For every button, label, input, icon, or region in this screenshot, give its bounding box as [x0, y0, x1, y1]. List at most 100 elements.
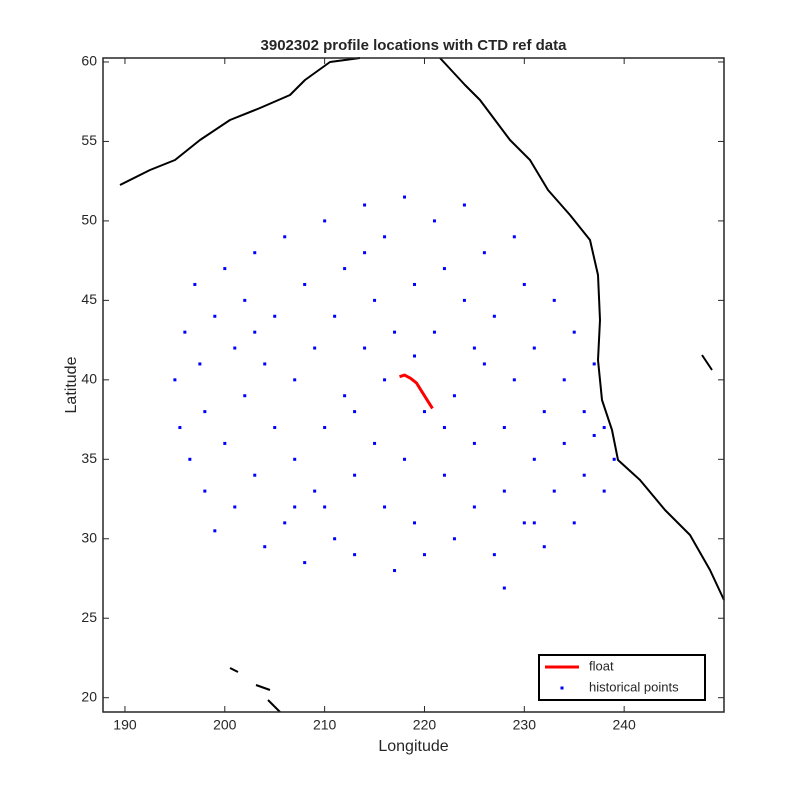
historical-point — [283, 235, 287, 239]
historical-point — [612, 457, 616, 461]
historical-point — [383, 235, 387, 239]
chart-title: 3902302 profile locations with CTD ref d… — [261, 37, 568, 54]
historical-point — [203, 410, 207, 414]
historical-point — [383, 378, 387, 382]
historical-point — [552, 298, 556, 302]
historical-point — [343, 394, 347, 398]
historical-point — [243, 298, 247, 302]
y-tick-label: 45 — [81, 291, 97, 307]
historical-point — [472, 346, 476, 350]
historical-point — [323, 505, 327, 509]
historical-point — [512, 235, 516, 239]
x-tick-label: 220 — [413, 717, 437, 733]
historical-point — [542, 410, 546, 414]
historical-point — [188, 457, 192, 461]
historical-point — [273, 426, 277, 430]
x-tick-label: 210 — [313, 717, 337, 733]
historical-point — [303, 282, 307, 286]
plot-frame — [102, 57, 725, 713]
x-tick-label: 190 — [113, 717, 137, 733]
historical-point — [592, 362, 596, 366]
historical-point — [452, 537, 456, 541]
historical-point — [442, 426, 446, 430]
historical-point — [233, 505, 237, 509]
legend-label: historical points — [589, 679, 679, 694]
historical-point — [562, 441, 566, 445]
historical-point — [532, 346, 536, 350]
historical-point — [492, 553, 496, 557]
historical-point — [353, 553, 357, 557]
historical-point — [193, 282, 197, 286]
historical-point — [532, 521, 536, 525]
historical-point — [432, 219, 436, 223]
historical-point — [403, 195, 407, 199]
coastline — [119, 57, 725, 713]
historical-point — [293, 457, 297, 461]
historical-point — [213, 529, 217, 533]
coastline-alaska — [119, 57, 361, 186]
historical-point — [452, 394, 456, 398]
historical-point — [343, 267, 347, 271]
historical-point — [303, 561, 307, 565]
historical-point — [582, 473, 586, 477]
historical-point — [178, 426, 182, 430]
y-tick-label: 35 — [81, 450, 97, 466]
historical-point — [552, 489, 556, 493]
y-axis-label: Latitude — [63, 356, 80, 413]
historical-point — [243, 394, 247, 398]
x-tick-label: 230 — [513, 717, 537, 733]
historical-point — [233, 346, 237, 350]
historical-point — [393, 569, 397, 573]
historical-point — [323, 219, 327, 223]
historical-point — [472, 505, 476, 509]
historical-point — [502, 426, 506, 430]
historical-point — [512, 378, 516, 382]
historical-point — [293, 505, 297, 509]
historical-point — [522, 521, 526, 525]
historical-point — [432, 330, 436, 334]
y-tick-label: 20 — [81, 688, 97, 704]
historical-point — [183, 330, 187, 334]
historical-point — [223, 441, 227, 445]
historical-point — [492, 314, 496, 318]
y-tick-label: 25 — [81, 609, 97, 625]
historical-point — [582, 410, 586, 414]
historical-point — [213, 314, 217, 318]
x-axis-label: Longitude — [378, 738, 448, 755]
historical-point — [602, 489, 606, 493]
float-track — [399, 373, 434, 410]
historical-point — [572, 330, 576, 334]
coastline-north-america — [439, 57, 725, 601]
historical-point — [373, 298, 377, 302]
historical-point — [353, 410, 357, 414]
legend-swatch — [560, 686, 564, 690]
x-tick-label: 200 — [213, 717, 237, 733]
legend-label: float — [589, 658, 614, 673]
historical-point — [383, 505, 387, 509]
historical-point — [223, 267, 227, 271]
historical-point — [173, 378, 177, 382]
historical-point — [572, 521, 576, 525]
historical-point — [363, 346, 367, 350]
historical-point — [353, 473, 357, 477]
x-tick-label: 240 — [612, 717, 636, 733]
historical-point — [462, 298, 466, 302]
historical-point — [363, 251, 367, 255]
historical-point — [333, 314, 337, 318]
y-tick-label: 40 — [81, 371, 97, 387]
historical-point — [198, 362, 202, 366]
historical-point — [472, 441, 476, 445]
historical-point — [502, 489, 506, 493]
historical-point — [333, 537, 337, 541]
historical-point — [482, 251, 486, 255]
y-tick-label: 55 — [81, 132, 97, 148]
historical-point — [203, 489, 207, 493]
historical-point — [253, 473, 257, 477]
historical-point — [373, 441, 377, 445]
historical-point — [253, 330, 257, 334]
historical-point — [273, 314, 277, 318]
historical-point — [422, 410, 426, 414]
coastline-islands — [229, 354, 713, 713]
historical-point — [442, 473, 446, 477]
